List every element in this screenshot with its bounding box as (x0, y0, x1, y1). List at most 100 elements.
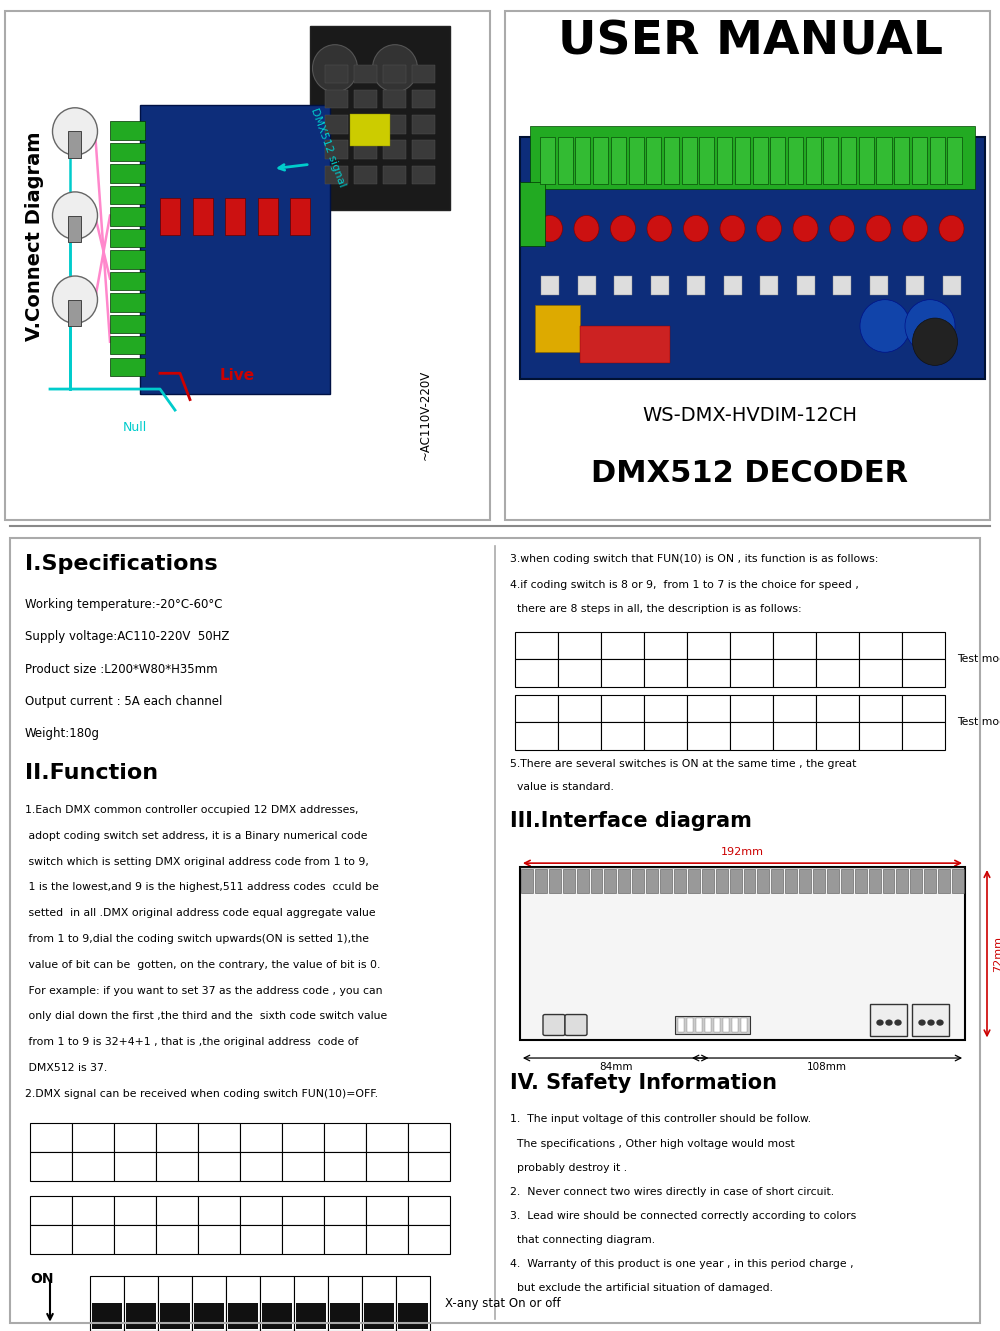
FancyBboxPatch shape (110, 229, 145, 248)
Circle shape (877, 1020, 883, 1025)
FancyBboxPatch shape (366, 1195, 408, 1225)
FancyBboxPatch shape (910, 869, 922, 893)
Text: X: X (576, 732, 583, 740)
FancyBboxPatch shape (702, 869, 714, 893)
Circle shape (52, 108, 98, 156)
Text: Product size :L200*W80*H35mm: Product size :L200*W80*H35mm (25, 663, 218, 676)
FancyBboxPatch shape (194, 1303, 224, 1330)
FancyBboxPatch shape (325, 65, 348, 83)
Text: DIP8: DIP8 (829, 705, 846, 712)
FancyBboxPatch shape (558, 659, 601, 687)
FancyBboxPatch shape (412, 165, 435, 184)
Text: but exclude the artificial situation of damaged.: but exclude the artificial situation of … (510, 1283, 773, 1294)
Text: DIP8: DIP8 (337, 1135, 353, 1141)
Text: 5.There are several switches is ON at the same time , the great: 5.There are several switches is ON at th… (510, 759, 856, 769)
Text: DIP2: DIP2 (571, 643, 588, 648)
FancyBboxPatch shape (156, 1225, 198, 1254)
Text: DIP6: DIP6 (253, 1207, 269, 1214)
FancyBboxPatch shape (72, 1225, 114, 1254)
Text: DIP7: DIP7 (786, 643, 803, 648)
Text: 84mm: 84mm (599, 1062, 632, 1071)
Text: DIP3: DIP3 (614, 705, 631, 712)
FancyBboxPatch shape (687, 695, 730, 723)
Text: +32: +32 (252, 1235, 270, 1243)
FancyBboxPatch shape (730, 659, 773, 687)
FancyBboxPatch shape (660, 869, 672, 893)
Text: V.Connect Diagram: V.Connect Diagram (25, 132, 45, 341)
Circle shape (647, 216, 672, 242)
Circle shape (52, 276, 98, 323)
Text: II.Function: II.Function (25, 763, 158, 784)
Text: +1: +1 (45, 1235, 57, 1243)
Circle shape (52, 192, 98, 240)
FancyBboxPatch shape (140, 105, 330, 394)
FancyBboxPatch shape (575, 137, 590, 184)
FancyBboxPatch shape (632, 869, 644, 893)
FancyBboxPatch shape (114, 1153, 156, 1181)
FancyBboxPatch shape (383, 165, 406, 184)
Text: X: X (748, 668, 755, 677)
FancyBboxPatch shape (644, 695, 687, 723)
FancyBboxPatch shape (716, 869, 728, 893)
FancyBboxPatch shape (412, 116, 435, 133)
FancyBboxPatch shape (773, 723, 816, 749)
Text: DMX512 signal: DMX512 signal (309, 106, 346, 188)
FancyBboxPatch shape (757, 869, 769, 893)
FancyBboxPatch shape (833, 276, 851, 294)
Circle shape (937, 1020, 943, 1025)
FancyBboxPatch shape (827, 869, 839, 893)
Text: DIP8: DIP8 (829, 643, 846, 648)
FancyBboxPatch shape (294, 1276, 328, 1331)
FancyBboxPatch shape (841, 137, 856, 184)
Text: X: X (662, 732, 669, 740)
Text: X: X (791, 732, 798, 740)
Text: X: X (258, 1162, 264, 1171)
FancyBboxPatch shape (515, 695, 558, 723)
FancyBboxPatch shape (591, 869, 602, 893)
FancyBboxPatch shape (110, 358, 145, 375)
FancyBboxPatch shape (110, 250, 145, 269)
FancyBboxPatch shape (687, 276, 705, 294)
FancyBboxPatch shape (952, 869, 964, 893)
Text: +4: +4 (129, 1235, 141, 1243)
FancyBboxPatch shape (156, 1123, 198, 1153)
Text: X: X (791, 668, 798, 677)
FancyBboxPatch shape (240, 1195, 282, 1225)
FancyBboxPatch shape (896, 869, 908, 893)
FancyBboxPatch shape (398, 1303, 428, 1330)
FancyBboxPatch shape (383, 91, 406, 108)
Text: OFF: OFF (420, 1162, 438, 1171)
Text: 192mm: 192mm (721, 847, 764, 857)
Text: only dial down the first ,the third and the  sixth code switch value: only dial down the first ,the third and … (25, 1012, 387, 1021)
FancyBboxPatch shape (601, 632, 644, 659)
Text: X: X (705, 668, 712, 677)
FancyBboxPatch shape (753, 137, 768, 184)
FancyBboxPatch shape (540, 137, 555, 184)
FancyBboxPatch shape (859, 137, 874, 184)
FancyBboxPatch shape (325, 116, 348, 133)
FancyBboxPatch shape (859, 632, 902, 659)
Text: X: X (619, 668, 626, 677)
Text: X: X (619, 732, 626, 740)
FancyBboxPatch shape (72, 1123, 114, 1153)
FancyBboxPatch shape (396, 1276, 430, 1331)
FancyBboxPatch shape (282, 1225, 324, 1254)
Circle shape (312, 45, 358, 92)
FancyBboxPatch shape (198, 1153, 240, 1181)
FancyBboxPatch shape (744, 869, 755, 893)
Text: DIP4: DIP4 (657, 705, 674, 712)
FancyBboxPatch shape (362, 1276, 396, 1331)
Circle shape (793, 216, 818, 242)
Text: X: X (533, 732, 540, 740)
FancyBboxPatch shape (520, 868, 965, 1041)
Text: USER MANUAL: USER MANUAL (558, 20, 942, 65)
FancyBboxPatch shape (614, 276, 632, 294)
FancyBboxPatch shape (646, 137, 661, 184)
FancyBboxPatch shape (192, 1276, 226, 1331)
FancyBboxPatch shape (688, 869, 700, 893)
Text: 72mm: 72mm (993, 936, 1000, 972)
FancyBboxPatch shape (92, 1303, 122, 1330)
FancyBboxPatch shape (110, 208, 145, 226)
Text: 1.Each DMX common controller occupied 12 DMX addresses,: 1.Each DMX common controller occupied 12… (25, 805, 358, 815)
FancyBboxPatch shape (198, 1225, 240, 1254)
